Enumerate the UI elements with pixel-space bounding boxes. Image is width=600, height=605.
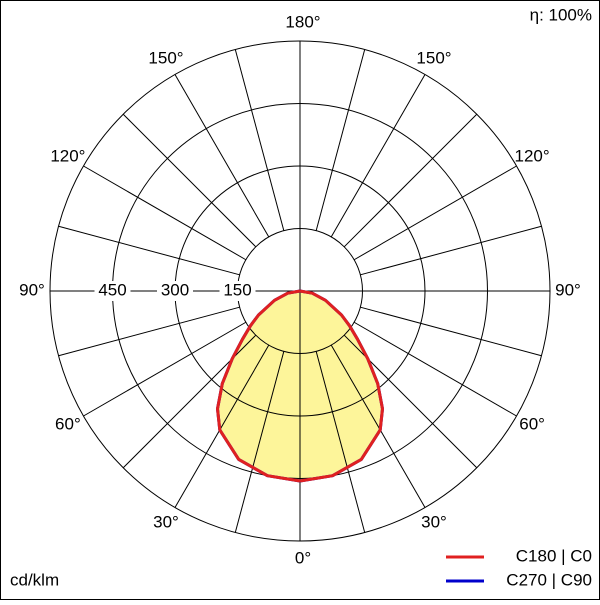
spoke xyxy=(83,165,247,261)
angle-tick-label: 120° xyxy=(50,146,85,165)
spoke xyxy=(360,225,542,276)
angle-tick-label: 90° xyxy=(555,280,581,299)
angle-tick-label: 180° xyxy=(285,12,320,31)
angle-tick-label: 60° xyxy=(55,414,81,433)
spoke xyxy=(315,49,366,231)
spoke xyxy=(234,49,285,231)
marks xyxy=(217,291,383,481)
spoke xyxy=(234,351,285,533)
grid xyxy=(49,40,551,542)
angle-tick-label: 30° xyxy=(421,513,447,532)
angle-tick-label: 60° xyxy=(519,414,545,433)
label-bg xyxy=(157,281,193,301)
angle-tick-label: 90° xyxy=(19,280,45,299)
angle-tick-label: 120° xyxy=(515,146,550,165)
spoke xyxy=(122,113,257,248)
area-fill xyxy=(300,291,383,481)
unit-label: cd/klm xyxy=(10,570,59,589)
spoke xyxy=(58,306,240,357)
spoke xyxy=(360,306,542,357)
legend-label: C270 | C90 xyxy=(506,570,592,589)
angle-tick-label: 30° xyxy=(153,513,179,532)
spoke xyxy=(353,165,517,261)
r-tick-label: 450 xyxy=(98,280,126,299)
label-bg xyxy=(94,281,131,301)
curve xyxy=(216,289,301,483)
spoke xyxy=(330,74,426,238)
r-tick-label: 150 xyxy=(223,280,251,299)
spoke xyxy=(174,344,270,508)
label-bg xyxy=(219,281,256,301)
angle-tick-label: 150° xyxy=(148,48,183,67)
spoke xyxy=(58,225,240,276)
spoke xyxy=(174,74,270,238)
angle-tick-label: 0° xyxy=(295,548,311,567)
curve xyxy=(299,289,384,483)
spoke xyxy=(353,321,517,417)
labels: 150 300 450 0° 30° 30° 60° 60° 90° 90° 120° 120° 150… xyxy=(19,12,592,589)
spoke xyxy=(83,321,247,417)
angle-tick-label: 150° xyxy=(416,48,451,67)
annotation: η: 100% xyxy=(530,5,592,24)
r-tick-label: 300 xyxy=(161,280,189,299)
spoke xyxy=(330,344,426,508)
spoke xyxy=(315,351,366,533)
spoke xyxy=(343,113,478,248)
area-fill xyxy=(217,291,300,481)
legend-label: C180 | C0 xyxy=(516,546,592,565)
